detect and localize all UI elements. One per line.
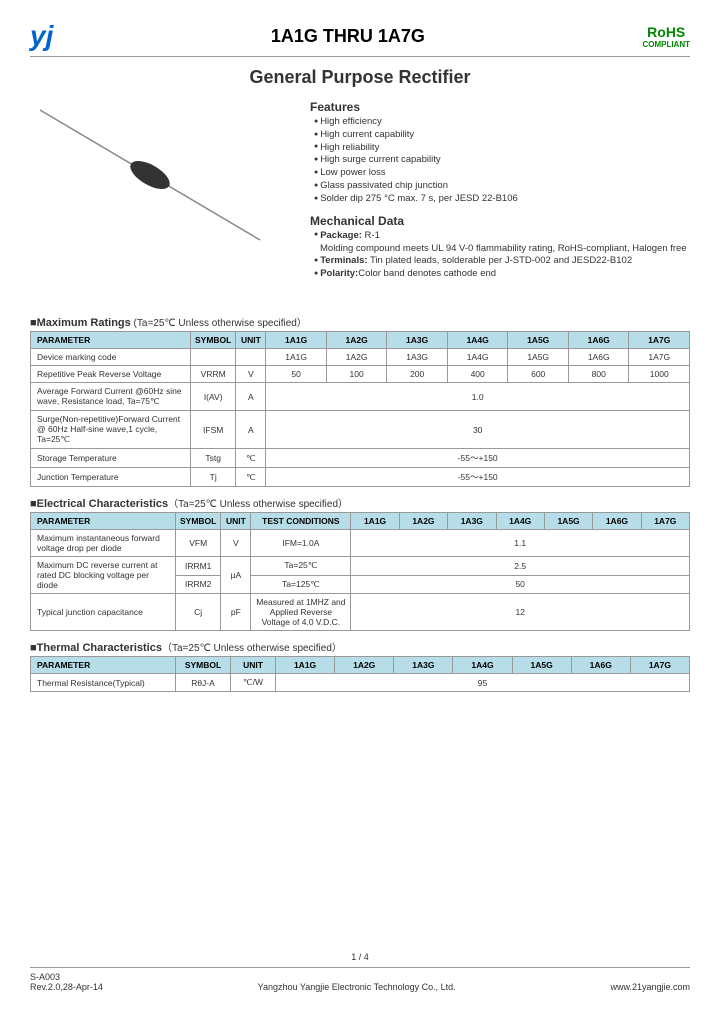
table-header: UNIT (231, 657, 276, 674)
table-header: 1A2G (335, 657, 394, 674)
condition-text: （Ta=25℃ Unless otherwise specified） (162, 643, 342, 654)
footer-website: www.21yangjie.com (610, 982, 690, 992)
table-header: 1A2G (326, 332, 387, 349)
table-header: 1A3G (448, 513, 496, 530)
table-header: 1A5G (544, 513, 592, 530)
rohs-badge: RoHS COMPLIANT (642, 24, 690, 49)
table-header: SYMBOL (176, 513, 221, 530)
main-title: General Purpose Rectifier (30, 67, 690, 88)
table-header: 1A7G (630, 657, 689, 674)
condition-text: (Ta=25℃ Unless otherwise specified） (131, 318, 307, 329)
rohs-text: RoHS (647, 24, 685, 40)
max-ratings-table: PARAMETER SYMBOL UNIT 1A1G 1A2G 1A3G 1A4… (30, 331, 690, 487)
table-header: 1A4G (496, 513, 544, 530)
feature-item: Low power loss (314, 167, 690, 180)
table-header: 1A1G (351, 513, 399, 530)
table-header: SYMBOL (176, 657, 231, 674)
mech-label: Terminals: (320, 255, 367, 266)
electrical-table: PARAMETER SYMBOL UNIT TEST CONDITIONS 1A… (30, 512, 690, 631)
thermal-title: ■Thermal Characteristics（Ta=25℃ Unless o… (30, 639, 690, 654)
table-row: Typical junction capacitanceCjpFMeasured… (31, 594, 690, 631)
table-header: 1A1G (276, 657, 335, 674)
table-header: 1A6G (571, 657, 630, 674)
feature-item: High surge current capability (314, 154, 690, 167)
feature-item: Solder dip 275 °C max. 7 s, per JESD 22-… (314, 193, 690, 206)
component-image-area (30, 100, 290, 300)
table-header: 1A4G (453, 657, 512, 674)
mechanical-heading: Mechanical Data (310, 214, 690, 228)
company-logo: yj (30, 20, 53, 52)
mech-label: Polarity: (320, 268, 358, 279)
mech-value: Tin plated leads, solderable per J-STD-0… (368, 255, 633, 266)
table-header: 1A3G (387, 332, 448, 349)
table-header: 1A6G (593, 513, 641, 530)
table-header: 1A1G (266, 332, 327, 349)
table-header: 1A6G (568, 332, 629, 349)
mech-package: Package: R-1 (310, 230, 690, 243)
mech-value: Color band denotes cathode end (358, 268, 496, 279)
table-row: Surge(Non-repetitive)Forward Current @ 6… (31, 411, 690, 449)
table-row: Maximum instantaneous forward voltage dr… (31, 530, 690, 557)
table-header: 1A4G (447, 332, 508, 349)
max-ratings-title: ■Maximum Ratings (Ta=25℃ Unless otherwis… (30, 314, 690, 329)
table-row: Storage TemperatureTstg℃ -55～+150 (31, 449, 690, 468)
mech-molding-note: Molding compound meets UL 94 V-0 flammab… (310, 243, 690, 256)
table-row: Device marking code 1A1G1A2G1A3G1A4G1A5G… (31, 349, 690, 366)
table-header: PARAMETER (31, 657, 176, 674)
mech-label: Package: (320, 230, 362, 241)
page-footer: S-A003 Rev.2.0,28-Apr-14 Yangzhou Yangji… (30, 967, 690, 992)
table-header: 1A7G (629, 332, 690, 349)
rohs-subtitle: COMPLIANT (642, 40, 690, 49)
footer-revision: Rev.2.0,28-Apr-14 (30, 982, 103, 992)
table-header: UNIT (221, 513, 251, 530)
mech-terminals: Terminals: Tin plated leads, solderable … (310, 255, 690, 268)
table-header: 1A5G (508, 332, 569, 349)
feature-item: High efficiency (314, 116, 690, 129)
table-row: Average Forward Current @60Hz sine wave,… (31, 383, 690, 411)
electrical-title: ■Electrical Characteristics（Ta=25℃ Unles… (30, 495, 690, 510)
features-list: High efficiency High current capability … (310, 116, 690, 206)
footer-company: Yangzhou Yangjie Electronic Technology C… (103, 982, 611, 992)
table-row: Maximum DC reverse current at rated DC b… (31, 557, 690, 576)
feature-item: High reliability (314, 142, 690, 155)
diode-illustration (30, 100, 270, 300)
page-header: yj 1A1G THRU 1A7G RoHS COMPLIANT (30, 20, 690, 57)
condition-text: （Ta=25℃ Unless otherwise specified） (168, 499, 348, 510)
table-header: 1A2G (399, 513, 447, 530)
features-heading: Features (310, 100, 690, 114)
mech-polarity: Polarity:Color band denotes cathode end (310, 268, 690, 281)
table-header: 1A3G (394, 657, 453, 674)
table-header: PARAMETER (31, 513, 176, 530)
table-header: 1A5G (512, 657, 571, 674)
mech-value: R-1 (362, 230, 380, 241)
feature-item: Glass passivated chip junction (314, 180, 690, 193)
document-title: 1A1G THRU 1A7G (271, 26, 425, 47)
table-header: UNIT (236, 332, 266, 349)
table-row: Thermal Resistance(Typical)RθJ-A℃/W95 (31, 674, 690, 692)
table-header: 1A7G (641, 513, 689, 530)
table-header: SYMBOL (191, 332, 236, 349)
feature-item: High current capability (314, 129, 690, 142)
thermal-table: PARAMETER SYMBOL UNIT 1A1G 1A2G 1A3G 1A4… (30, 656, 690, 692)
page-number: 1 / 4 (0, 952, 720, 962)
table-row: Junction TemperatureTj℃ -55～+150 (31, 468, 690, 487)
table-header: TEST CONDITIONS (251, 513, 351, 530)
table-header: PARAMETER (31, 332, 191, 349)
footer-doc-code: S-A003 (30, 972, 103, 982)
table-row: Repetitive Peak Reverse VoltageVRRMV 501… (31, 366, 690, 383)
